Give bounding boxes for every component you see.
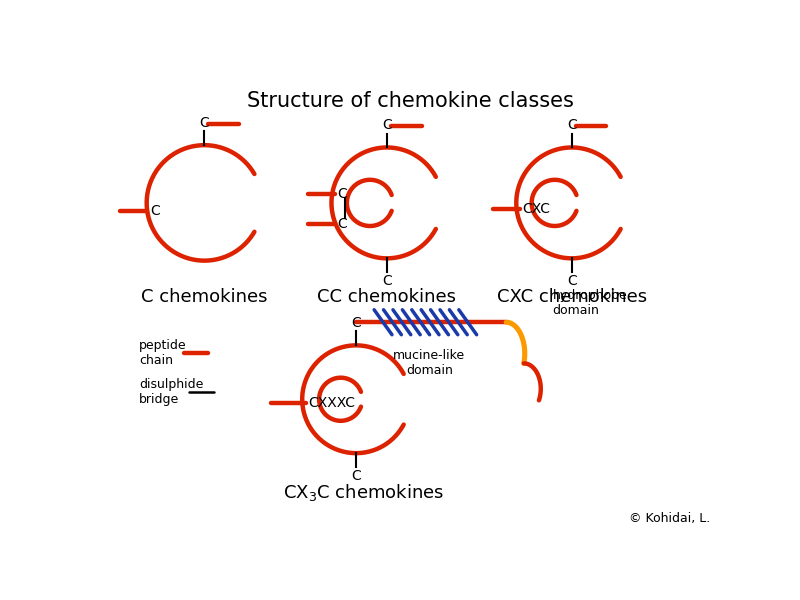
Text: C: C bbox=[567, 274, 577, 288]
Text: C: C bbox=[338, 217, 347, 232]
Text: C chemokines: C chemokines bbox=[141, 287, 268, 305]
Text: hydrophobe
domain: hydrophobe domain bbox=[553, 289, 627, 317]
Text: CXC: CXC bbox=[522, 202, 550, 216]
Text: C: C bbox=[199, 116, 210, 130]
Text: mucine-like
domain: mucine-like domain bbox=[393, 349, 466, 377]
Text: disulphide
bridge: disulphide bridge bbox=[139, 377, 203, 406]
Text: © Kohidai, L.: © Kohidai, L. bbox=[629, 512, 710, 525]
Text: CX$_3$C chemokines: CX$_3$C chemokines bbox=[283, 482, 444, 503]
Text: C: C bbox=[338, 187, 347, 200]
Text: C: C bbox=[351, 316, 361, 330]
Text: CXXXC: CXXXC bbox=[308, 396, 355, 410]
Text: C: C bbox=[150, 203, 160, 218]
Text: C: C bbox=[351, 469, 361, 482]
Text: C: C bbox=[382, 274, 392, 288]
Text: CXC chemokines: CXC chemokines bbox=[497, 287, 646, 305]
Text: CC chemokines: CC chemokines bbox=[318, 287, 456, 305]
Text: C: C bbox=[382, 118, 392, 132]
Text: C: C bbox=[567, 118, 577, 132]
Text: Structure of chemokine classes: Structure of chemokine classes bbox=[246, 91, 574, 111]
Text: peptide
chain: peptide chain bbox=[139, 339, 186, 367]
